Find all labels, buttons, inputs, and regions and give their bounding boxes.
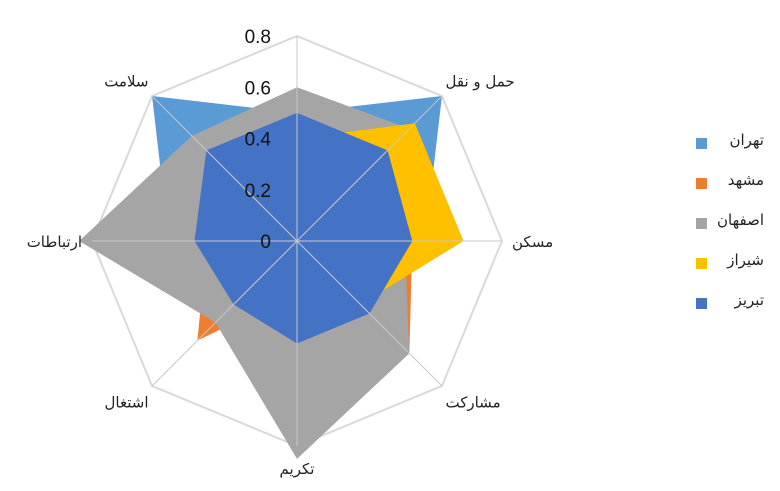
legend-label: تهران [729, 131, 764, 149]
axis-label: ارتباطات [27, 233, 82, 251]
axis-label: سلامت [104, 72, 148, 90]
legend-swatch [696, 178, 707, 189]
legend-swatch [696, 138, 707, 149]
legend-label: شیراز [727, 251, 764, 269]
tick-label: 0.6 [245, 78, 271, 99]
tick-label: 0.2 [245, 181, 271, 202]
axis-label: اشتغال [105, 394, 149, 412]
legend-item: شیراز [683, 251, 778, 291]
legend-item: اصفهان [683, 211, 778, 251]
legend-label: مشهد [728, 171, 764, 189]
tick-label: 0.8 [245, 27, 271, 48]
axis-label: تکریم [280, 460, 315, 478]
legend-label: تبریز [735, 291, 764, 309]
axis-label: مشارکت [446, 394, 501, 412]
legend-swatch [696, 298, 707, 309]
legend: تهران مشهد اصفهان شیراز تبریز [683, 131, 778, 331]
legend-item: مشهد [683, 171, 778, 211]
legend-swatch [696, 218, 707, 229]
legend-label: اصفهان [717, 211, 764, 229]
axis-label: حمل و نقل [446, 72, 515, 90]
legend-item: تهران [683, 131, 778, 171]
radar-spokes [92, 36, 502, 446]
tick-label: 0 [260, 232, 271, 253]
axis-label: مسکن [512, 233, 553, 251]
legend-item: تبریز [683, 291, 778, 331]
tick-label: 0.4 [245, 130, 272, 151]
legend-swatch [696, 258, 707, 269]
